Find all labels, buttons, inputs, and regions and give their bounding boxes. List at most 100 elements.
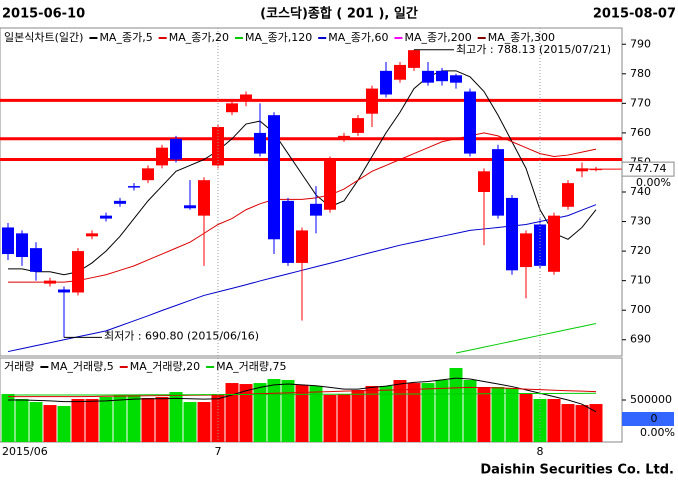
candle-body <box>338 135 350 139</box>
legend-label: MA_종가,300 <box>488 31 555 44</box>
start-date: 2015-06-10 <box>2 7 85 22</box>
volume-bar <box>43 405 57 442</box>
candle-body <box>142 168 154 181</box>
volume-bar <box>113 394 127 442</box>
volume-bar <box>337 394 351 442</box>
volume-bar <box>561 404 575 442</box>
volume-bar <box>71 398 85 442</box>
ma-line <box>455 323 597 354</box>
volume-bar <box>99 396 113 442</box>
candle-body <box>408 50 420 68</box>
last-volume: 0 <box>651 412 658 425</box>
candle-body <box>184 205 196 209</box>
y-tick-label: 730 <box>630 215 651 228</box>
candle-body <box>506 197 518 271</box>
legend-label: MA_종가,60 <box>328 31 388 44</box>
volume-bar <box>169 392 183 442</box>
candle-body <box>380 70 392 95</box>
y-tick-label: 690 <box>630 333 651 346</box>
last-volume-box <box>622 412 674 426</box>
volume-bar <box>57 405 71 442</box>
candle-body <box>576 168 588 172</box>
ma-line <box>8 377 597 413</box>
volume-bar <box>155 396 169 442</box>
candle-body <box>478 171 490 192</box>
legend-label: MA_종가,20 <box>169 31 229 44</box>
ma-line <box>8 386 597 398</box>
volume-bar <box>505 387 519 442</box>
last-price: 747.74 <box>628 162 667 175</box>
candle-body <box>58 289 70 293</box>
candle-body <box>212 126 224 166</box>
candle-body <box>562 183 574 207</box>
candle-body <box>254 132 266 154</box>
candle-body <box>366 88 378 114</box>
min-annotation: 최저가 : 690.80 (2015/06/16) <box>104 329 259 342</box>
volume-bar <box>463 380 477 442</box>
volume-bar <box>239 384 253 442</box>
legend-label: 일본식차트(일간) <box>4 30 83 44</box>
y-tick-label: 710 <box>630 274 651 287</box>
y-tick-label: 740 <box>630 185 651 198</box>
legend-label: 거래량 <box>4 360 34 373</box>
candle-body <box>100 215 112 219</box>
candle-body <box>310 203 322 216</box>
candle-body <box>520 233 532 268</box>
candle-body <box>86 233 98 237</box>
ma-line <box>8 132 597 283</box>
price-panel <box>0 27 623 357</box>
y-tick-label: 770 <box>630 96 651 109</box>
volume-bar <box>379 385 393 442</box>
candle-body <box>394 64 406 80</box>
x-tick-label: 8 <box>537 445 544 458</box>
volume-bar <box>533 398 547 442</box>
candle-body <box>2 227 14 255</box>
volume-bar <box>491 386 505 442</box>
volume-bar <box>449 367 463 442</box>
candle-body <box>16 233 28 258</box>
candle-body <box>226 103 238 113</box>
volume-bar <box>589 404 603 442</box>
candle-body <box>198 180 210 216</box>
candle-body <box>352 118 364 133</box>
y-tick-label: 700 <box>630 303 651 316</box>
candle-body <box>30 248 42 272</box>
volume-bar <box>309 385 323 442</box>
volume-bar <box>281 380 295 442</box>
candle-body <box>44 280 56 284</box>
volume-change: 0.00% <box>640 426 675 439</box>
change-label: 0.00% <box>636 176 671 189</box>
legend-label: MA_종가,200 <box>404 31 471 44</box>
volume-bar <box>127 394 141 442</box>
chart-title: (코스닥)종합 ( 201 ), 일간 <box>260 6 418 22</box>
ma-line <box>8 70 597 276</box>
candle-body <box>128 186 140 188</box>
candle-body <box>72 251 84 293</box>
legend-label: MA_종가,120 <box>245 31 312 44</box>
volume-bar <box>183 402 197 442</box>
y-tick-label: 500000 <box>630 393 672 406</box>
max-annotation: 최고가 : 788.13 (2015/07/21) <box>456 43 611 56</box>
legend-label: MA_거래량,5 <box>50 360 113 373</box>
volume-bar <box>267 379 281 442</box>
legend-label: MA_거래량,20 <box>130 360 200 373</box>
volume-bar <box>253 383 267 442</box>
volume-bar <box>421 383 435 442</box>
volume-bar <box>141 397 155 442</box>
ma-line <box>8 392 597 396</box>
y-tick-label: 780 <box>630 67 651 80</box>
candle-body <box>240 94 252 101</box>
candle-body <box>450 75 462 83</box>
volume-bar <box>547 398 561 442</box>
candle-body <box>114 200 126 204</box>
candle-body <box>534 224 546 266</box>
volume-bar <box>29 402 43 442</box>
volume-plot <box>1 367 603 442</box>
candle-body <box>464 91 476 154</box>
volume-bar <box>407 383 421 442</box>
candle-body <box>548 215 560 272</box>
y-tick-label: 760 <box>630 126 651 139</box>
volume-bar <box>1 394 15 442</box>
last-price-box <box>621 161 675 177</box>
